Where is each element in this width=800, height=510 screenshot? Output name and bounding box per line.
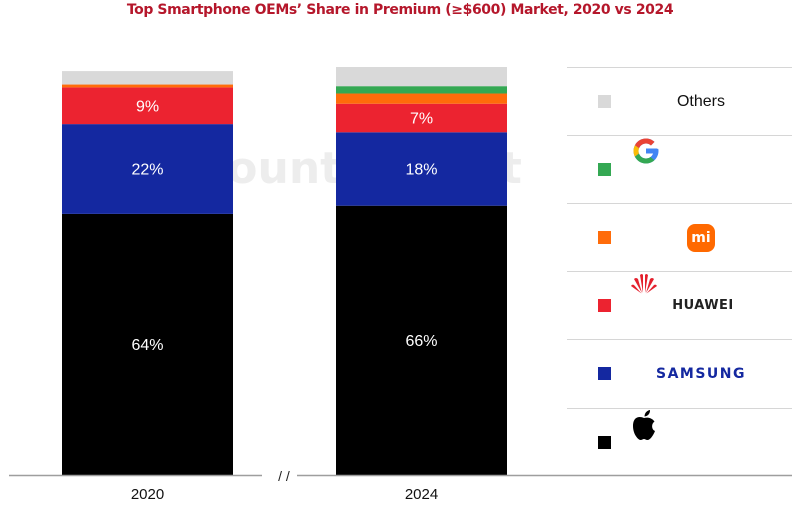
data-label-samsung-2024: 18% bbox=[405, 162, 437, 179]
legend-item-samsung: SAMSUNG bbox=[567, 339, 792, 407]
axis-break-mark: / / bbox=[278, 468, 290, 484]
data-label-apple-2020: 64% bbox=[131, 337, 163, 354]
bar-segment-others-2024 bbox=[336, 67, 507, 87]
apple-logo-icon bbox=[633, 410, 655, 440]
legend-label-samsung: SAMSUNG bbox=[631, 340, 771, 407]
chart-title: Top Smartphone OEMs’ Share in Premium (≥… bbox=[126, 2, 674, 18]
bar-segment-samsung-2020 bbox=[62, 124, 233, 214]
bar-segment-others-2020 bbox=[62, 71, 233, 85]
data-label-huawei-2020: 9% bbox=[136, 98, 159, 115]
bar-segment-xiaomi-2020 bbox=[62, 84, 233, 88]
data-label-apple-2024: 66% bbox=[405, 333, 437, 350]
bar-segment-samsung-2024 bbox=[336, 132, 507, 206]
legend-item-huawei: HUAWEI bbox=[567, 271, 792, 339]
legend-label-huawei: HUAWEI bbox=[631, 272, 771, 339]
legend-item-google bbox=[567, 135, 792, 203]
legend-text-others: Others bbox=[676, 92, 725, 110]
bar-segment-xiaomi-2024 bbox=[336, 93, 507, 104]
legend-marker-huawei bbox=[598, 299, 611, 312]
legend-label-apple bbox=[631, 409, 771, 476]
legend-label-others: Others bbox=[631, 68, 771, 135]
google-logo-icon bbox=[633, 138, 659, 164]
xiaomi-logo-icon: mi bbox=[687, 223, 715, 252]
legend-marker-google bbox=[598, 163, 611, 176]
huawei-logo-icon bbox=[631, 274, 657, 294]
bar-segment-google-2024 bbox=[336, 86, 507, 94]
bar-segment-huawei-2020 bbox=[62, 87, 233, 125]
x-tick-label-2024: 2024 bbox=[405, 486, 438, 503]
legend-label-google bbox=[631, 136, 771, 203]
bar-segment-huawei-2024 bbox=[336, 103, 507, 133]
legend-text-samsung: SAMSUNG bbox=[655, 365, 746, 382]
legend-item-others: Others bbox=[567, 67, 792, 135]
bar-segment-apple-2020 bbox=[62, 213, 233, 475]
x-tick-label-2020: 2020 bbox=[131, 486, 164, 503]
legend-item-apple bbox=[567, 408, 792, 476]
legend-item-xiaomi: mi bbox=[567, 203, 792, 271]
bar-segment-apple-2024 bbox=[336, 205, 507, 475]
legend-marker-samsung bbox=[598, 367, 611, 380]
data-label-samsung-2020: 22% bbox=[131, 162, 163, 179]
legend-marker-others bbox=[598, 95, 611, 108]
legend-marker-xiaomi bbox=[598, 231, 611, 244]
data-label-huawei-2024: 7% bbox=[410, 111, 433, 128]
legend-text-huawei: HUAWEI bbox=[672, 298, 734, 313]
legend-label-xiaomi: mi bbox=[631, 204, 771, 271]
legend-marker-apple bbox=[598, 436, 611, 449]
